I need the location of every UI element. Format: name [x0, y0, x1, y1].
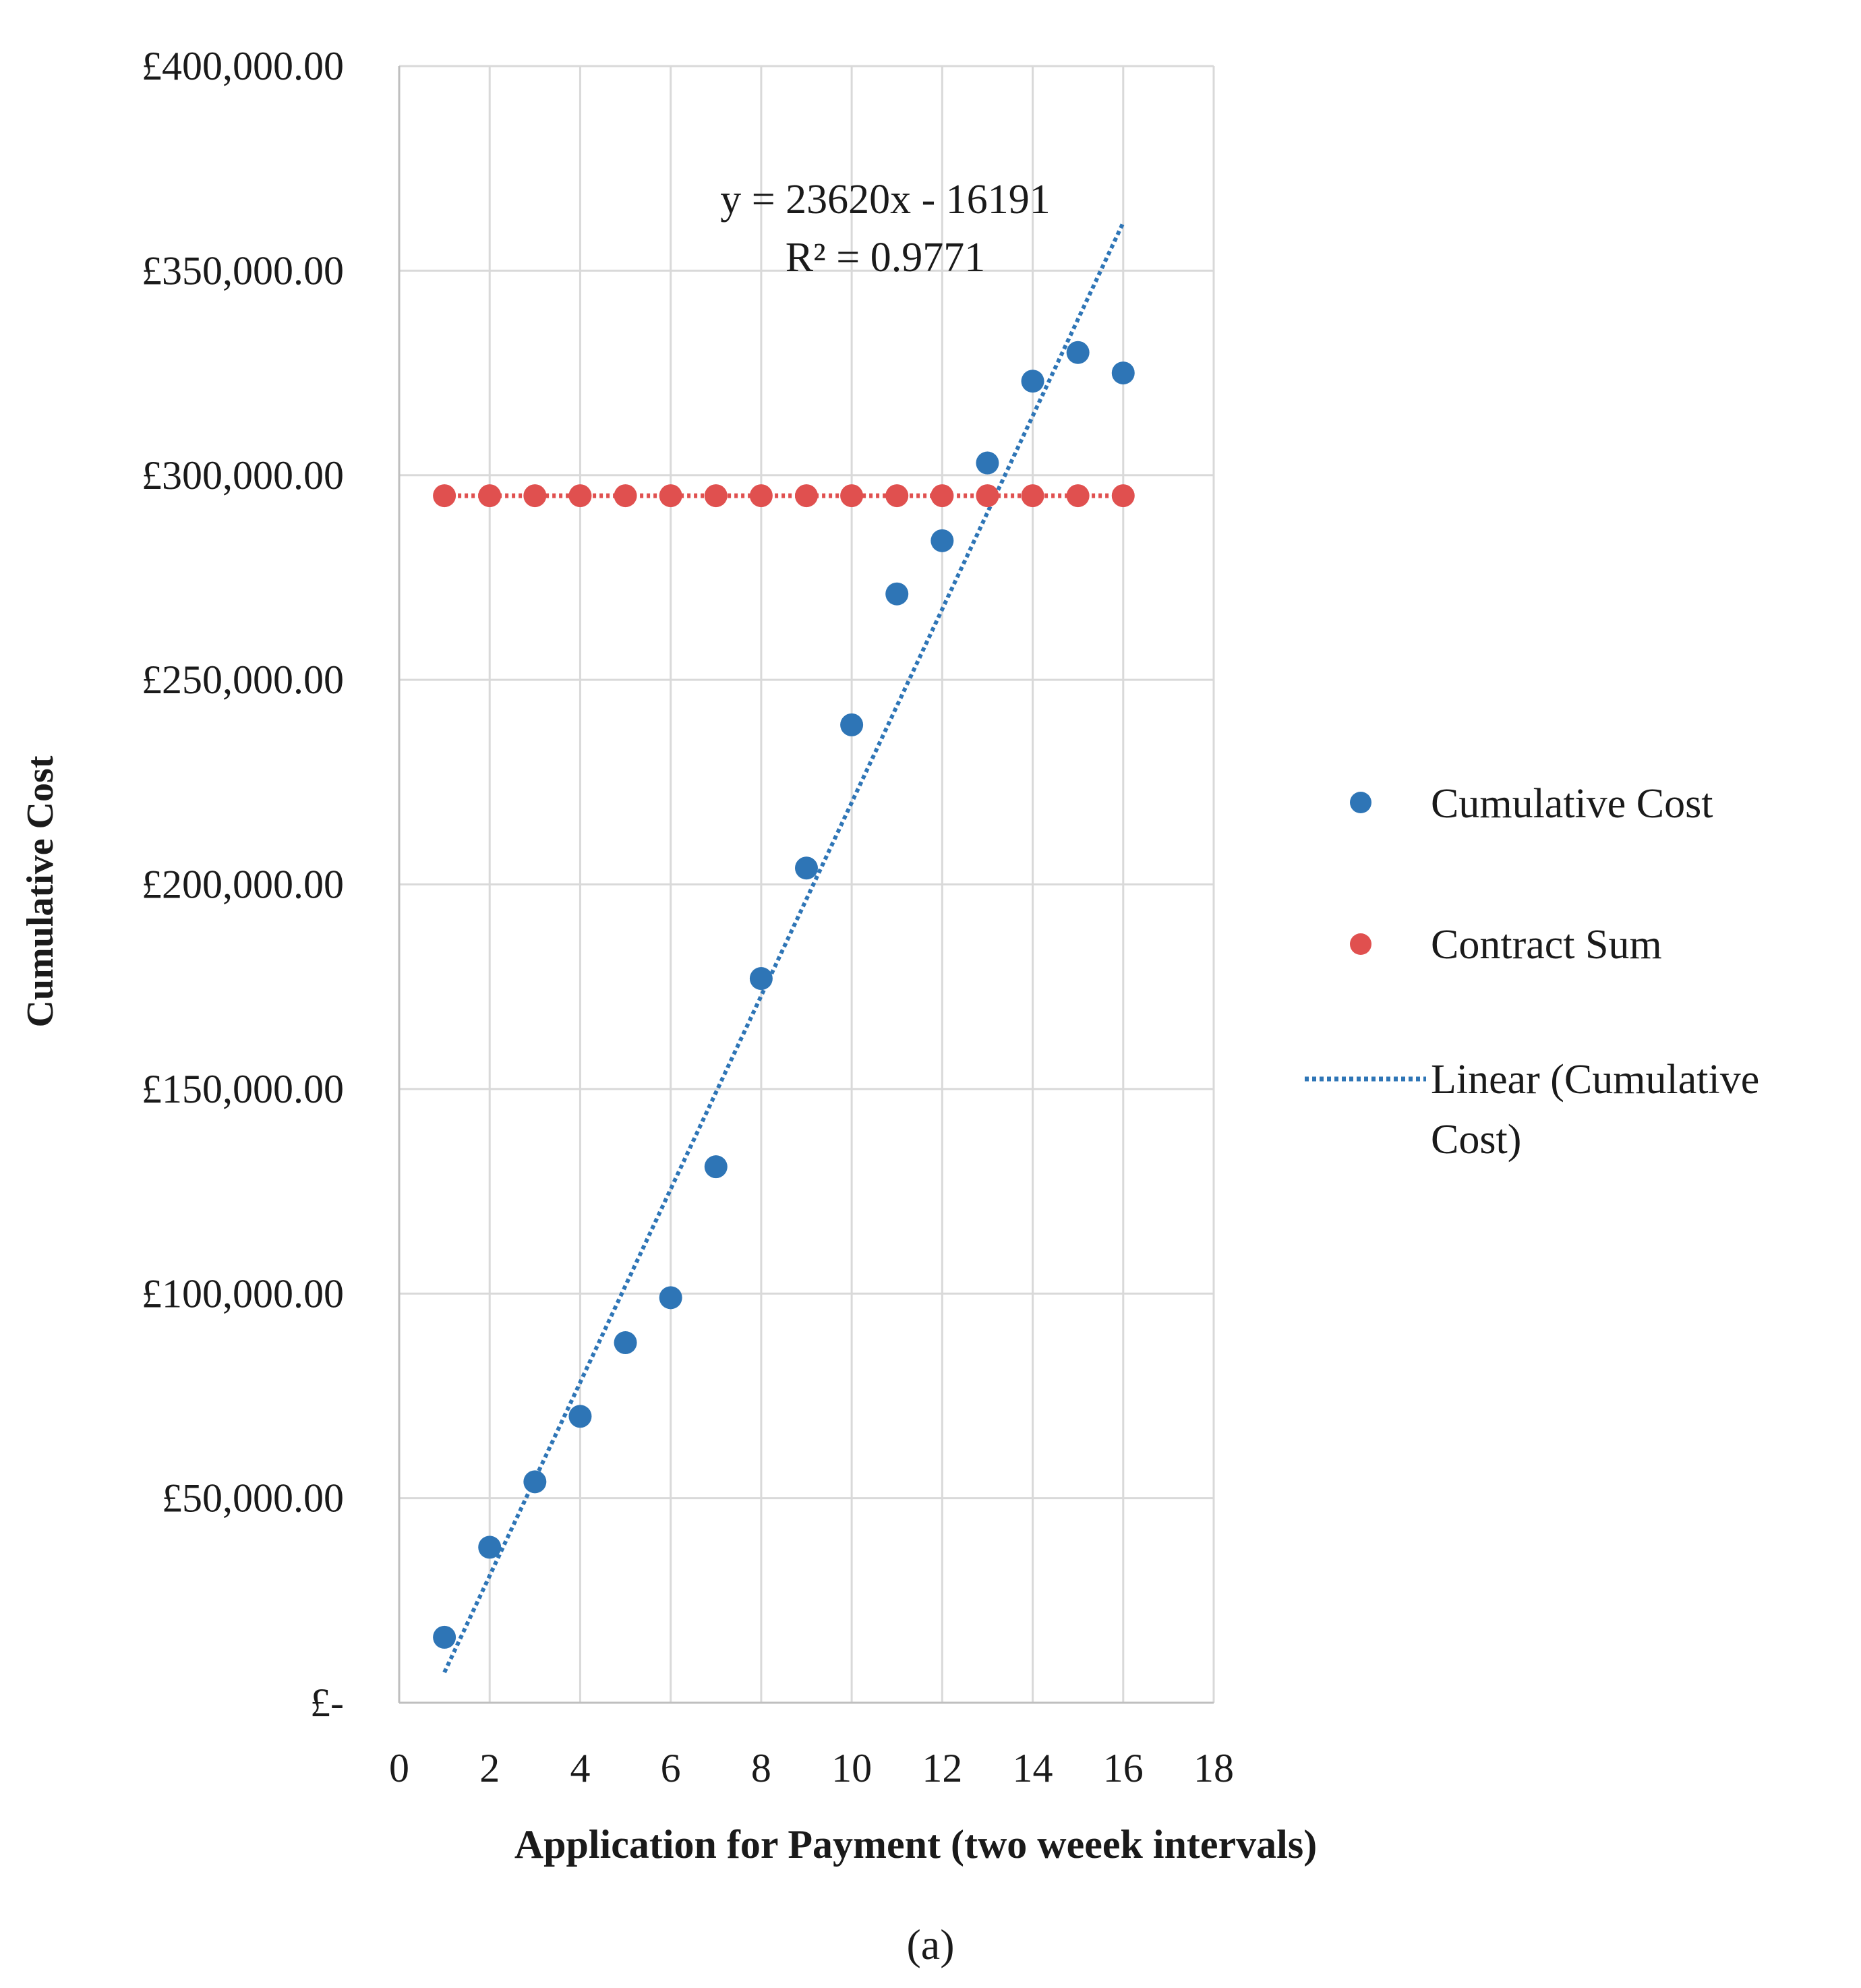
contract-sum-point	[795, 484, 818, 508]
cumulative-cost-point	[433, 1625, 456, 1649]
cumulative-cost-point	[478, 1536, 502, 1559]
x-tick-label: 14	[1013, 1746, 1053, 1790]
cumulative-cost-point	[885, 582, 909, 606]
cumulative-cost-point	[523, 1470, 547, 1494]
cumulative-cost-point	[976, 451, 999, 475]
cumulative-cost-point	[1111, 361, 1135, 385]
cumulative-cost-point	[568, 1405, 592, 1428]
legend-label-linear-trendline-line1: Linear (Cumulative	[1431, 1057, 1759, 1103]
contract-sum-point	[885, 484, 909, 508]
contract-sum-point	[433, 484, 456, 508]
y-tick-label: £350,000.00	[142, 248, 344, 293]
contract-sum-point	[1111, 484, 1135, 508]
x-tick-labels: 0 2 4 6 8 10 12 14 16 18	[389, 1746, 1234, 1790]
contract-sum-point	[1021, 484, 1044, 508]
trendline-equation: y = 23620x - 16191	[720, 177, 1051, 223]
x-tick-label: 4	[570, 1746, 590, 1790]
x-tick-label: 8	[751, 1746, 771, 1790]
cumulative-cost-point	[795, 856, 818, 880]
contract-sum-point	[704, 484, 728, 508]
y-tick-label: £300,000.00	[142, 453, 344, 498]
contract-sum-point	[659, 484, 682, 508]
legend-label-contract-sum: Contract Sum	[1431, 922, 1662, 968]
cumulative-cost-point	[1021, 370, 1044, 393]
x-tick-label: 2	[479, 1746, 500, 1790]
contract-sum-point	[568, 484, 592, 508]
x-tick-label: 12	[922, 1746, 962, 1790]
cumulative-cost-point	[704, 1155, 728, 1179]
y-tick-label: £50,000.00	[162, 1476, 344, 1521]
contract-sum-point	[930, 484, 954, 508]
y-tick-label: £-	[310, 1680, 344, 1725]
x-tick-label: 6	[661, 1746, 681, 1790]
x-tick-label: 18	[1193, 1746, 1234, 1790]
trendline	[442, 221, 1125, 1674]
x-tick-label: 10	[831, 1746, 872, 1790]
legend-label-linear-trendline-line2: Cost)	[1431, 1117, 1521, 1163]
contract-sum-point	[840, 484, 864, 508]
contract-sum-series	[433, 484, 1135, 508]
contract-sum-point	[478, 484, 502, 508]
cumulative-cost-point	[840, 713, 864, 736]
cumulative-cost-point	[749, 967, 773, 991]
cumulative-cost-point	[930, 529, 954, 552]
trendline-r-squared: R² = 0.9771	[786, 235, 985, 281]
contract-sum-point	[614, 484, 637, 508]
axes	[398, 66, 1214, 1704]
legend-marker-contract-sum	[1350, 933, 1371, 955]
y-axis-label: Cumulative Cost	[20, 755, 61, 1027]
cumulative-cost-point	[614, 1331, 637, 1355]
y-tick-label: £400,000.00	[142, 44, 344, 88]
grid	[398, 65, 1215, 1704]
contract-sum-point	[976, 484, 999, 508]
cumulative-cost-series	[433, 341, 1135, 1649]
contract-sum-point	[523, 484, 547, 508]
contract-sum-point	[749, 484, 773, 508]
figure-caption: (a)	[906, 1921, 954, 1968]
y-tick-label: £150,000.00	[142, 1067, 344, 1111]
x-tick-label: 0	[389, 1746, 409, 1790]
contract-sum-point	[1066, 484, 1090, 508]
y-tick-label: £250,000.00	[142, 657, 344, 702]
legend-marker-cumulative-cost	[1350, 792, 1371, 813]
x-tick-label: 16	[1103, 1746, 1144, 1790]
cumulative-cost-point	[659, 1286, 682, 1310]
linear-trendline	[442, 221, 1125, 1674]
y-tick-label: £100,000.00	[142, 1271, 344, 1316]
x-axis-label: Application for Payment (two weeek inter…	[514, 1822, 1317, 1867]
y-tick-labels: £- £50,000.00 £100,000.00 £150,000.00 £200,0…	[142, 44, 344, 1725]
y-tick-label: £200,000.00	[142, 863, 344, 907]
cumulative-cost-point	[1066, 341, 1090, 364]
legend: Cumulative Cost Contract Sum Linear (Cum…	[1305, 781, 1759, 1163]
legend-label-cumulative-cost: Cumulative Cost	[1431, 781, 1713, 827]
